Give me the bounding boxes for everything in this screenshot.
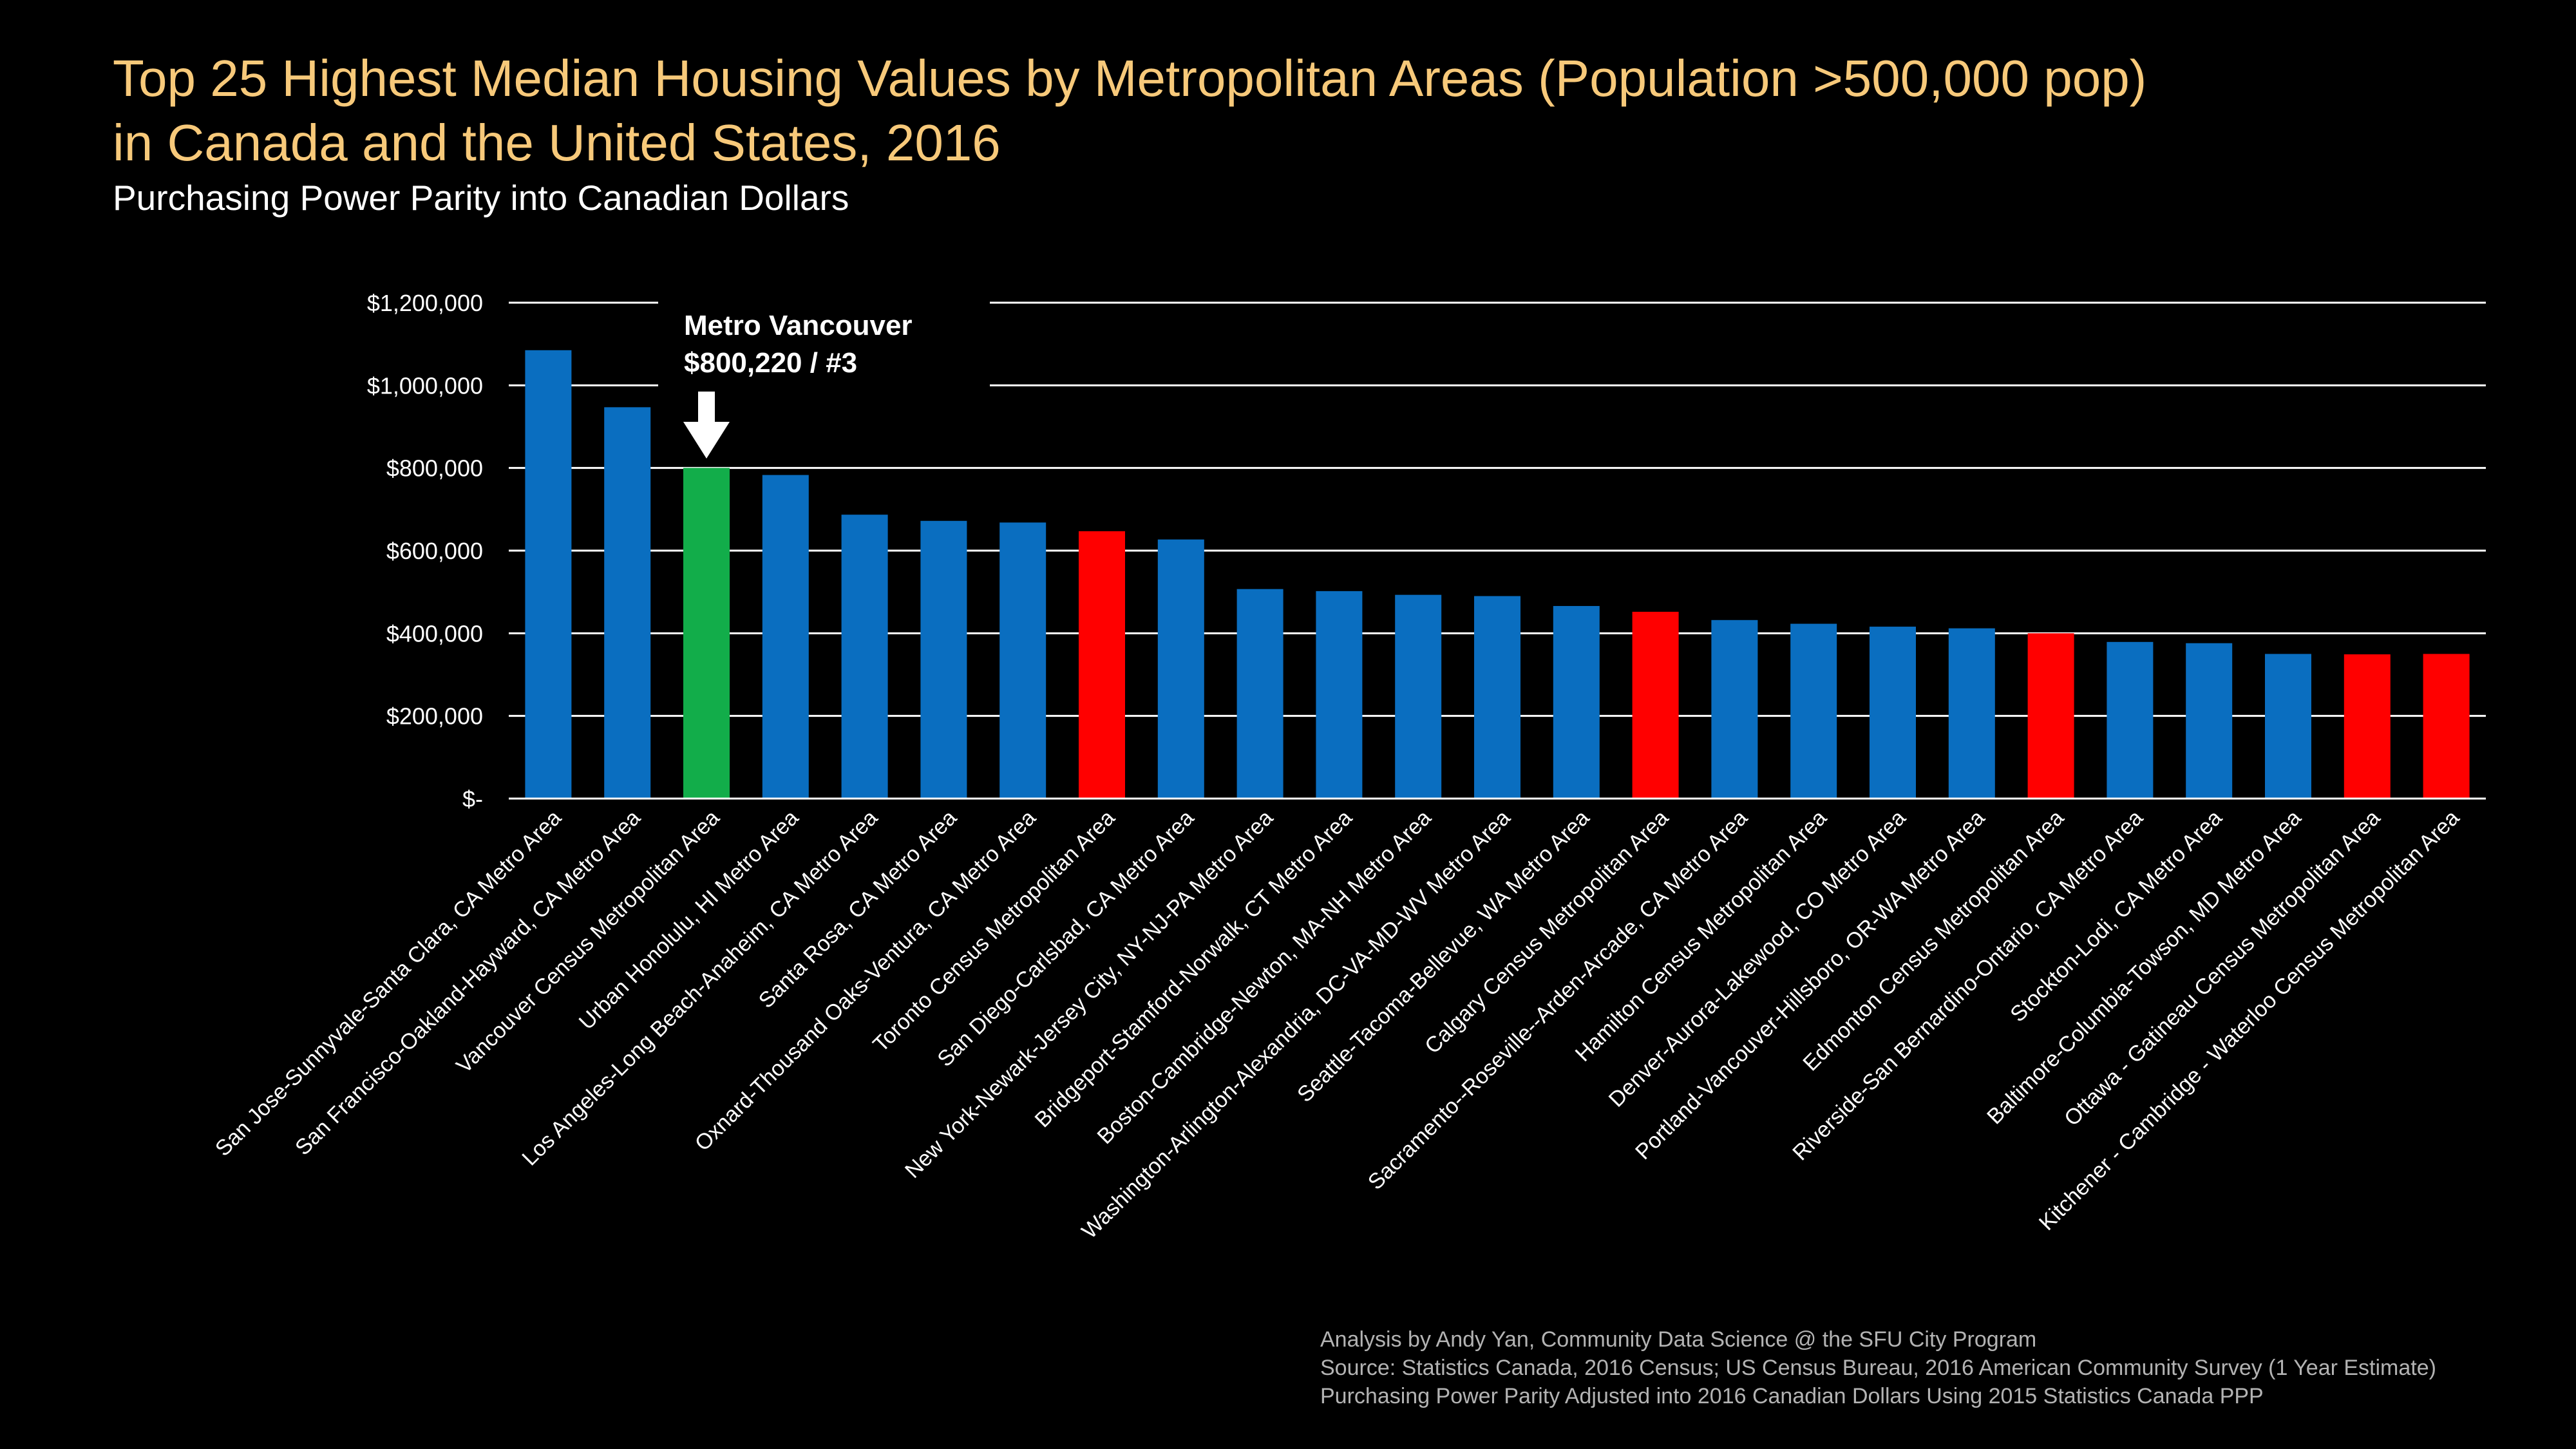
annotation-title: Metro Vancouver — [684, 310, 913, 341]
chart-title-line-1: Top 25 Highest Median Housing Values by … — [113, 50, 2147, 107]
bar — [1079, 531, 1125, 799]
down-arrow-icon — [683, 392, 730, 459]
bar — [2423, 654, 2470, 799]
bar — [1236, 589, 1283, 799]
x-tick-label: Denver-Aurora-Lakewood, CO Metro Area — [1604, 806, 1911, 1112]
y-tick-label: $800,000 — [386, 455, 483, 482]
y-tick-label: $1,200,000 — [367, 290, 483, 316]
footnote-analysis: Analysis by Andy Yan, Community Data Sci… — [1320, 1327, 2037, 1352]
x-tick-label: Los Angeles-Long Beach-Anaheim, CA Metro… — [517, 806, 882, 1171]
x-tick-label: Seattle-Tacoma-Bellevue, WA Metro Area — [1293, 806, 1594, 1107]
bar — [1870, 627, 1916, 799]
bar — [2344, 654, 2391, 799]
bar — [604, 407, 651, 799]
bar — [1316, 591, 1363, 799]
bar — [1474, 596, 1520, 799]
bar — [920, 520, 967, 799]
bar — [1395, 594, 1442, 799]
bar — [841, 515, 888, 799]
chart-title-line-2: in Canada and the United States, 2016 — [113, 114, 1001, 171]
bar — [2027, 633, 2074, 799]
y-tick-label: $1,000,000 — [367, 372, 483, 399]
x-tick-label: San Jose-Sunnyvale-Santa Clara, CA Metro… — [211, 806, 566, 1161]
bar — [1553, 605, 1600, 799]
bar — [1632, 611, 1679, 799]
bar — [683, 468, 730, 799]
y-tick-label: $600,000 — [386, 538, 483, 564]
chart-subtitle: Purchasing Power Parity into Canadian Do… — [113, 178, 849, 218]
bar — [1711, 620, 1758, 799]
bar — [2186, 643, 2233, 799]
y-tick-label: $200,000 — [386, 703, 483, 730]
x-tick-label: Sacramento--Roseville--Arden-Arcade, CA … — [1363, 806, 1752, 1195]
annotation-value: $800,220 / #3 — [684, 347, 857, 379]
bar — [525, 350, 572, 799]
bar — [762, 475, 809, 799]
bar — [1790, 623, 1837, 799]
bar — [1948, 628, 1995, 799]
bar — [1157, 539, 1204, 799]
footnote-source: Source: Statistics Canada, 2016 Census; … — [1320, 1356, 2436, 1380]
y-tick-label: $400,000 — [386, 620, 483, 647]
bar — [2265, 654, 2311, 799]
bar — [2107, 641, 2154, 799]
bar — [999, 522, 1046, 799]
x-tick-label: New York-Newark-Jersey City, NY-NJ-PA Me… — [900, 806, 1278, 1183]
footnotes: Analysis by Andy Yan, Community Data Sci… — [1320, 1325, 2436, 1410]
chart-title: Top 25 Highest Median Housing Values by … — [113, 46, 2496, 175]
y-tick-label: $- — [462, 786, 483, 812]
footnote-ppp: Purchasing Power Parity Adjusted into 20… — [1320, 1384, 2264, 1408]
